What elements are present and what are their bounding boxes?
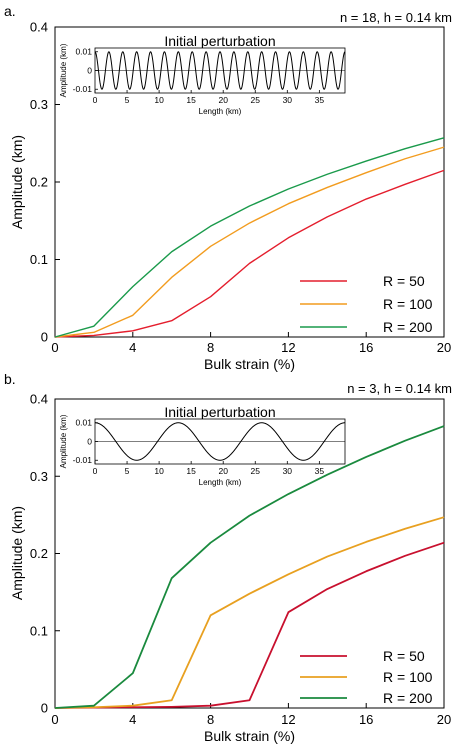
panel-b: b. n = 3, h = 0.14 km 0 4 8 12 16 20 0 0… <box>4 371 452 744</box>
panel-b-label: b. <box>4 371 16 387</box>
panel-a-x-tick: 12 <box>281 340 295 355</box>
panel-b-inset-title: Initial perturbation <box>164 404 275 420</box>
series-line-r50 <box>54 541 445 709</box>
panel-b-legend-label-r200: R = 200 <box>383 690 433 706</box>
panel-a-inset-y-tick: 0 <box>87 66 92 76</box>
panel-a-legend-label-r200: R = 200 <box>383 319 433 335</box>
panel-b-series <box>54 425 445 709</box>
panel-b-x-tick: 20 <box>437 712 451 727</box>
panel-a-ticks <box>54 26 445 338</box>
panel-b-legend: R = 50 R = 100 R = 200 <box>300 648 433 706</box>
panel-a-y-tick: 0 <box>41 330 48 345</box>
inset-x-tick-label: 15 <box>186 95 196 105</box>
inset-x-tick-label: 35 <box>315 95 325 105</box>
panel-a-inset-y-tick: -0.01 <box>73 84 93 94</box>
panel-b-inset-wave <box>94 422 346 461</box>
inset-x-tick-label: 30 <box>283 95 293 105</box>
series-line-r200 <box>54 137 445 338</box>
series-line-r200 <box>54 425 445 709</box>
panel-b-y-tick: 0 <box>41 701 48 716</box>
panel-b-annotation: n = 3, h = 0.14 km <box>347 381 452 396</box>
panel-a-legend-label-r50: R = 50 <box>383 273 425 289</box>
inset-x-tick-label: 10 <box>154 95 164 105</box>
panel-b-x-axis-title: Bulk strain (%) <box>204 728 295 744</box>
panel-b-x-tick: 8 <box>207 712 214 727</box>
series-line-r100 <box>54 516 445 709</box>
inset-x-tick-label: 0 <box>93 95 98 105</box>
inset-x-tick-label: 15 <box>186 466 196 476</box>
inset-x-tick-label: 30 <box>283 466 293 476</box>
panel-a-inset-y-title: Amplitude (km) <box>59 43 68 97</box>
panel-b-y-tick: 0.2 <box>30 546 48 561</box>
inset-x-tick-label: 5 <box>125 95 130 105</box>
panel-b-x-tick: 12 <box>281 712 295 727</box>
inset-x-tick-label: 25 <box>251 466 261 476</box>
panel-b-y-axis-title: Amplitude (km) <box>9 506 25 600</box>
panel-b-inset-y-tick: 0 <box>87 437 92 447</box>
panel-b-inset-x-title: Length (km) <box>199 478 242 487</box>
panel-a-x-tick: 16 <box>359 340 373 355</box>
panel-b-x-tick: 4 <box>129 712 136 727</box>
panel-a-inset-title: Initial perturbation <box>164 33 275 49</box>
panel-b-inset-y-title: Amplitude (km) <box>59 414 68 468</box>
panel-a-x-tick: 0 <box>51 340 58 355</box>
panel-a-x-tick: 4 <box>129 340 136 355</box>
panel-a-x-tick: 20 <box>437 340 451 355</box>
panel-b-y-tick: 0.3 <box>30 469 48 484</box>
panel-a-y-tick: 0.2 <box>30 175 48 190</box>
panel-a-inset-wave <box>94 51 346 90</box>
inset-x-tick-label: 5 <box>125 466 130 476</box>
inset-x-tick-label: 20 <box>218 95 228 105</box>
series-line-r50 <box>54 169 445 338</box>
panel-a-x-tick: 8 <box>207 340 214 355</box>
panel-b-x-tick: 16 <box>359 712 373 727</box>
inset-x-tick-label: 25 <box>251 95 261 105</box>
panel-a-series <box>54 137 445 338</box>
panel-a: a. n = 18, h = 0.14 km 0 4 8 12 16 20 0 … <box>4 3 452 372</box>
panel-b-y-tick: 0.1 <box>30 623 48 638</box>
panel-a-inset-x-ticks: 0 5 10 15 20 25 30 35 <box>93 95 325 105</box>
panel-b-inset-y-tick: 0.01 <box>75 418 92 428</box>
panel-b-inset-ticks <box>94 422 320 464</box>
panel-b-x-tick: 0 <box>51 712 58 727</box>
panel-a-y-tick: 0.1 <box>30 252 48 267</box>
panel-a-inset: Initial perturbation 0.01 0 -0.01 0 5 10 15… <box>59 33 346 116</box>
panel-b-legend-label-r100: R = 100 <box>383 669 433 685</box>
panel-a-legend: R = 50 R = 100 R = 200 <box>300 273 433 335</box>
panel-a-y-tick: 0.3 <box>30 97 48 112</box>
panel-a-y-tick: 0.4 <box>30 20 48 35</box>
panel-a-inset-ticks <box>94 51 320 93</box>
panel-b-y-tick: 0.4 <box>30 392 48 407</box>
panel-b-inset-x-ticks: 0 5 10 15 20 25 30 35 <box>93 466 325 476</box>
panel-a-inset-y-tick: 0.01 <box>75 47 92 57</box>
panel-b-inset-y-tick: -0.01 <box>73 455 93 465</box>
panel-a-inset-x-title: Length (km) <box>199 107 242 116</box>
panel-b-ticks <box>54 398 445 709</box>
panel-a-legend-label-r100: R = 100 <box>383 296 433 312</box>
panel-b-inset: Initial perturbation 0.01 0 -0.01 0 5 10 15… <box>59 404 346 487</box>
inset-x-tick-label: 35 <box>315 466 325 476</box>
inset-x-tick-label: 0 <box>93 466 98 476</box>
series-line-r100 <box>54 146 445 338</box>
panel-a-y-axis-title: Amplitude (km) <box>9 135 25 229</box>
panel-a-label: a. <box>4 3 16 19</box>
panel-a-annotation: n = 18, h = 0.14 km <box>340 10 452 25</box>
inset-x-tick-label: 10 <box>154 466 164 476</box>
panel-b-legend-label-r50: R = 50 <box>383 648 425 664</box>
panel-a-x-axis-title: Bulk strain (%) <box>204 356 295 372</box>
inset-x-tick-label: 20 <box>218 466 228 476</box>
